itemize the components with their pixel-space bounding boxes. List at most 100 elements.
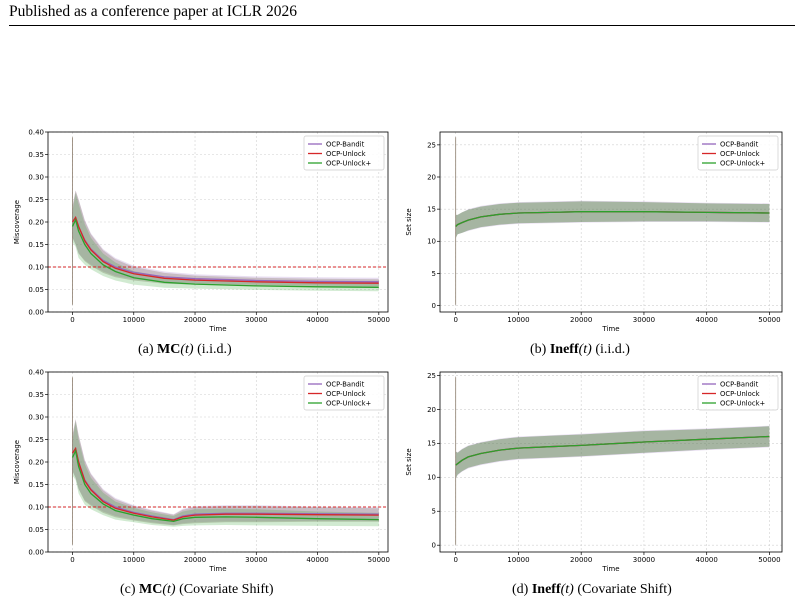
x-tick-label-0: 0 xyxy=(453,556,457,564)
y-tick-label-2: 10 xyxy=(427,238,436,246)
x-tick-label-4: 40000 xyxy=(696,556,718,564)
legend-box xyxy=(303,375,385,411)
y-tick-label-0: 0.00 xyxy=(28,308,44,316)
caption-a-prefix: (a) xyxy=(138,342,158,357)
x-tick-label-4: 40000 xyxy=(696,316,718,324)
x-tick-label-1: 10000 xyxy=(507,556,529,564)
y-tick-label-5: 0.25 xyxy=(28,196,44,204)
y-tick-label-2: 0.10 xyxy=(28,503,44,511)
y-axis-label: Set size xyxy=(405,208,413,235)
y-tick-label-7: 0.35 xyxy=(28,391,44,399)
legend-label-1: OCP-Unlock xyxy=(326,150,366,158)
x-tick-label-3: 30000 xyxy=(245,556,267,564)
legend-label-0: OCP-Bandit xyxy=(326,380,365,388)
caption-b-arg: (t) xyxy=(578,342,592,357)
y-axis-label: Miscoverage xyxy=(13,440,21,484)
y-tick-label-5: 25 xyxy=(427,141,436,149)
chart-setsize-iid: 0 10000 20000 30000 40000 50000 0 5 10 15 20 25 Time… xyxy=(405,131,783,333)
x-tick-label-3: 30000 xyxy=(633,556,655,564)
x-axis-label: Time xyxy=(208,565,226,573)
chart-miscoverage-shift: 0 10000 20000 30000 40000 50000 0.00 0.05 0.10 0.… xyxy=(13,368,390,573)
x-axis-label: Time xyxy=(601,325,619,333)
x-tick-label-2: 20000 xyxy=(184,316,206,324)
legend-label-2: OCP-Unlock+ xyxy=(720,399,765,407)
y-tick-label-3: 15 xyxy=(427,440,436,448)
legend-label-1: OCP-Unlock xyxy=(326,390,366,398)
caption-b-bold: Ineff xyxy=(549,342,579,357)
y-tick-label-5: 25 xyxy=(427,372,436,380)
x-tick-label-4: 40000 xyxy=(306,556,328,564)
caption-c: (c) MC(t) (Covariate Shift) xyxy=(120,582,274,598)
x-tick-label-4: 40000 xyxy=(306,316,328,324)
caption-c-rest: (Covariate Shift) xyxy=(175,582,274,597)
x-tick-label-1: 10000 xyxy=(123,556,145,564)
confidence-band-2 xyxy=(72,421,379,527)
figure-panel-d: 0 10000 20000 30000 40000 50000 0 5 10 15 20 25 Time… xyxy=(404,362,790,574)
caption-d-prefix: (d) xyxy=(512,582,532,597)
caption-a-arg: (t) xyxy=(180,342,194,357)
confidence-band-0 xyxy=(455,200,770,239)
legend-label-2: OCP-Unlock+ xyxy=(720,159,765,167)
x-tick-label-3: 30000 xyxy=(633,316,655,324)
legend-label-2: OCP-Unlock+ xyxy=(326,159,371,167)
x-tick-label-5: 50000 xyxy=(758,316,780,324)
legend-box xyxy=(303,135,385,171)
y-tick-label-6: 0.30 xyxy=(28,413,44,421)
x-tick-label-2: 20000 xyxy=(184,556,206,564)
x-tick-label-0: 0 xyxy=(453,316,457,324)
caption-c-arg: (t) xyxy=(162,582,176,597)
chart-miscoverage-iid: 0 10000 20000 30000 40000 50000 0.00 0.05 0.10 0.… xyxy=(13,128,390,333)
y-tick-label-7: 0.35 xyxy=(28,151,44,159)
y-tick-label-1: 0.05 xyxy=(28,286,44,294)
y-tick-label-1: 5 xyxy=(432,508,436,516)
axes-frame xyxy=(439,131,783,313)
series-line-1 xyxy=(71,216,379,284)
y-tick-label-8: 0.40 xyxy=(28,368,44,376)
y-tick-label-2: 0.10 xyxy=(28,263,44,271)
x-tick-label-1: 10000 xyxy=(123,316,145,324)
legend-box xyxy=(697,375,779,411)
y-tick-label-4: 0.20 xyxy=(28,458,44,466)
header-rule xyxy=(9,25,795,26)
legend-label-0: OCP-Bandit xyxy=(720,140,759,148)
x-tick-label-5: 50000 xyxy=(368,556,390,564)
y-tick-label-0: 0.00 xyxy=(28,548,44,556)
x-tick-label-5: 50000 xyxy=(758,556,780,564)
figure-panel-b: 0 10000 20000 30000 40000 50000 0 5 10 15 20 25 Time… xyxy=(404,122,790,334)
legend-label-1: OCP-Unlock xyxy=(720,150,760,158)
y-tick-label-1: 5 xyxy=(432,270,436,278)
y-tick-label-3: 15 xyxy=(427,206,436,214)
legend-label-0: OCP-Bandit xyxy=(720,380,759,388)
y-tick-label-8: 0.40 xyxy=(28,128,44,136)
x-tick-label-5: 50000 xyxy=(368,316,390,324)
x-tick-label-1: 10000 xyxy=(507,316,529,324)
caption-a-bold: MC xyxy=(157,342,181,357)
y-axis-label: Miscoverage xyxy=(13,200,21,244)
y-tick-label-5: 0.25 xyxy=(28,436,44,444)
legend-label-2: OCP-Unlock+ xyxy=(326,399,371,407)
legend-label-1: OCP-Unlock xyxy=(720,390,760,398)
y-tick-label-4: 0.20 xyxy=(28,218,44,226)
axes-frame xyxy=(439,371,783,553)
caption-b-prefix: (b) xyxy=(530,342,550,357)
confidence-band-0 xyxy=(455,425,770,479)
caption-a-rest: (i.i.d.) xyxy=(193,342,232,357)
caption-c-bold: MC xyxy=(139,582,163,597)
y-tick-label-4: 20 xyxy=(427,173,436,181)
y-tick-label-1: 0.05 xyxy=(28,526,44,534)
x-tick-label-3: 30000 xyxy=(245,316,267,324)
confidence-band-2 xyxy=(455,201,770,239)
caption-d-arg: (t) xyxy=(560,582,574,597)
y-tick-label-0: 0 xyxy=(432,542,436,550)
series-line-2 xyxy=(71,448,379,523)
caption-a: (a) MC(t) (i.i.d.) xyxy=(138,342,232,358)
figure-panel-c: 0 10000 20000 30000 40000 50000 0.00 0.05 0.10 0.… xyxy=(10,362,396,574)
confidence-band-2 xyxy=(455,426,770,479)
x-axis-label: Time xyxy=(601,565,619,573)
caption-d: (d) Ineff(t) (Covariate Shift) xyxy=(512,582,672,598)
x-tick-label-0: 0 xyxy=(70,556,74,564)
y-tick-label-6: 0.30 xyxy=(28,173,44,181)
y-axis-label: Set size xyxy=(405,448,413,475)
caption-d-rest: (Covariate Shift) xyxy=(573,582,672,597)
y-tick-label-3: 0.15 xyxy=(28,241,44,249)
